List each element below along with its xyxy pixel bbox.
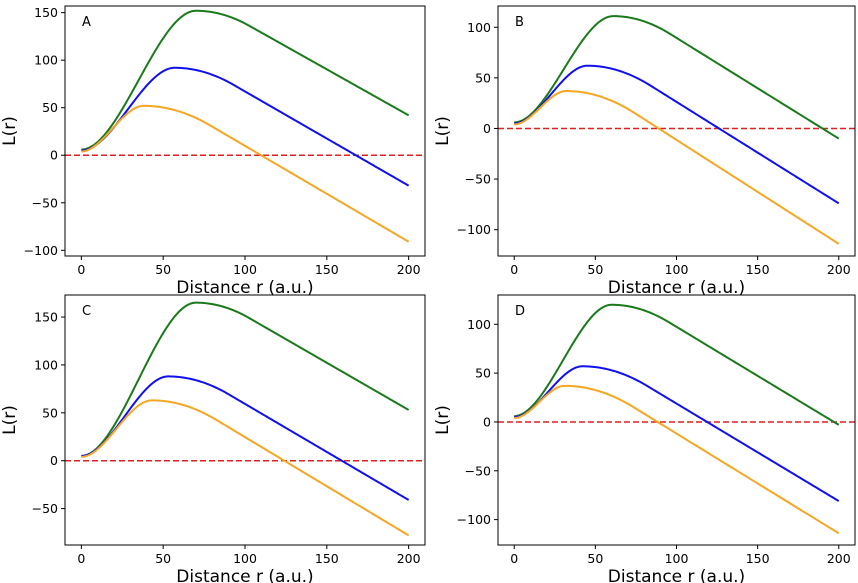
x-tick-label: 0 bbox=[77, 551, 85, 566]
y-tick-label: 100 bbox=[34, 357, 58, 372]
x-tick-label: 200 bbox=[827, 262, 851, 277]
y-tick-label: 50 bbox=[42, 100, 58, 115]
y-tick-label: −50 bbox=[32, 501, 58, 516]
x-axis-label: Distance r (a.u.) bbox=[176, 278, 313, 298]
y-tick-label: −100 bbox=[457, 512, 491, 527]
x-tick-label: 100 bbox=[665, 262, 689, 277]
series-line-blue bbox=[514, 365, 840, 502]
axes-frame bbox=[64, 5, 426, 257]
y-tick-label: 50 bbox=[475, 366, 491, 381]
x-tick-label: 50 bbox=[155, 262, 171, 277]
x-tick-label: 50 bbox=[587, 551, 603, 566]
x-axis-label: Distance r (a.u.) bbox=[176, 567, 313, 583]
y-tick-label: 100 bbox=[467, 317, 491, 332]
y-axis-label: L(r) bbox=[433, 116, 453, 146]
series-line-green bbox=[514, 303, 840, 426]
x-tick-label: 0 bbox=[77, 262, 85, 277]
x-tick-label: 150 bbox=[315, 551, 339, 566]
y-axis-label: L(r) bbox=[0, 116, 20, 146]
panel-c: 0 50 100 150 200 −50 0 50 100 150 C Distance r (a.u… bbox=[0, 294, 426, 583]
x-tick-label: 200 bbox=[397, 551, 421, 566]
x-tick-label: 100 bbox=[233, 262, 257, 277]
series-group bbox=[81, 301, 410, 537]
axes-frame bbox=[497, 294, 856, 546]
y-tick-label: 0 bbox=[50, 453, 58, 468]
panel-b: 0 50 100 150 200 −100 −50 0 50 100 B Distance r (a.… bbox=[433, 5, 856, 298]
panel-letter: A bbox=[82, 15, 91, 30]
x-tick-label: 150 bbox=[746, 551, 770, 566]
series-line-blue bbox=[81, 66, 410, 187]
y-tick-label: 100 bbox=[467, 20, 491, 35]
x-tick-label: 50 bbox=[587, 262, 603, 277]
x-axis-label: Distance r (a.u.) bbox=[608, 278, 745, 298]
y-tick-label: −50 bbox=[465, 463, 491, 478]
x-axis-label: Distance r (a.u.) bbox=[608, 567, 745, 583]
y-tick-label: 0 bbox=[483, 414, 491, 429]
panel-letter: D bbox=[515, 304, 525, 319]
axes-frame bbox=[64, 294, 426, 546]
panel-letter: C bbox=[82, 304, 91, 319]
series-line-green bbox=[81, 9, 410, 151]
y-axis-label: L(r) bbox=[0, 405, 20, 435]
y-axis-label: L(r) bbox=[433, 405, 453, 435]
y-tick-label: −100 bbox=[24, 243, 58, 258]
x-tick-label: 100 bbox=[665, 551, 689, 566]
y-tick-label: 150 bbox=[34, 310, 58, 325]
series-line-blue bbox=[81, 375, 410, 501]
x-tick-label: 200 bbox=[827, 551, 851, 566]
y-tick-label: −50 bbox=[465, 172, 491, 187]
y-tick-label: 150 bbox=[34, 5, 58, 20]
series-line-blue bbox=[514, 64, 840, 205]
y-tick-label: 50 bbox=[475, 70, 491, 85]
series-line-orange bbox=[81, 399, 410, 537]
series-group bbox=[514, 303, 840, 535]
y-tick-label: 0 bbox=[483, 121, 491, 136]
series-line-green bbox=[81, 301, 410, 457]
y-tick-label: 50 bbox=[42, 405, 58, 420]
x-tick-label: 100 bbox=[233, 551, 257, 566]
x-tick-label: 150 bbox=[746, 262, 770, 277]
x-tick-label: 0 bbox=[510, 551, 518, 566]
series-line-orange bbox=[81, 104, 410, 243]
series-group bbox=[81, 9, 410, 243]
y-tick-label: 0 bbox=[50, 148, 58, 163]
axes-frame bbox=[497, 5, 856, 257]
series-line-green bbox=[514, 15, 840, 140]
x-tick-label: 50 bbox=[155, 551, 171, 566]
y-tick-label: 100 bbox=[34, 53, 58, 68]
panel-letter: B bbox=[515, 15, 524, 30]
series-group bbox=[514, 15, 840, 245]
x-tick-label: 0 bbox=[510, 262, 518, 277]
y-tick-label: −50 bbox=[32, 195, 58, 210]
panel-a: 0 50 100 150 200 −100 −50 0 50 100 150 A Distance r … bbox=[0, 5, 426, 298]
panel-d: 0 50 100 150 200 −100 −50 0 50 100 D Distance r (a.… bbox=[433, 294, 856, 583]
series-line-orange bbox=[514, 90, 840, 245]
series-line-orange bbox=[514, 384, 840, 535]
x-tick-label: 200 bbox=[397, 262, 421, 277]
x-tick-label: 150 bbox=[315, 262, 339, 277]
y-tick-label: −100 bbox=[457, 222, 491, 237]
